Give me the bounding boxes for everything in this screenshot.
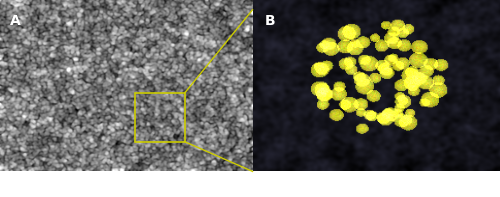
Text: 100 nm: 100 nm [432,174,469,184]
Text: 10 μm: 10 μm [182,174,212,184]
Text: x2,500: x2,500 [12,180,48,190]
Text: B: B [265,14,276,28]
Text: x33,000: x33,000 [265,180,306,190]
Text: A: A [10,14,21,28]
